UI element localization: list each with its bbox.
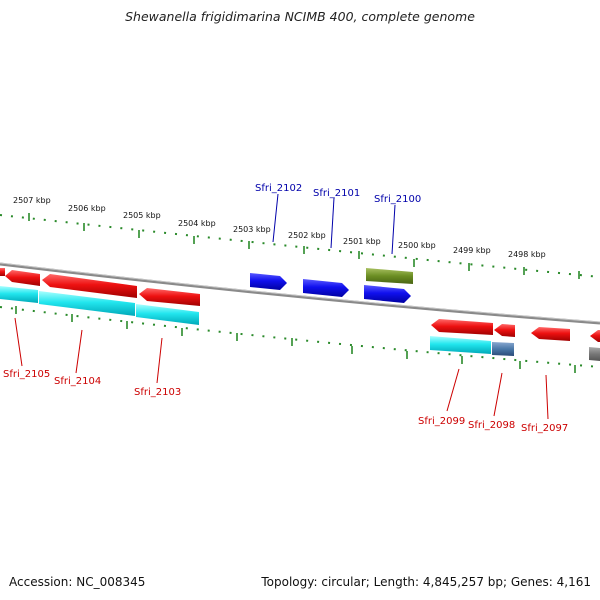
gene-label-sfri-2105[interactable]: Sfri_2105 [3, 369, 50, 380]
tick-label: 2505 kbp [123, 211, 161, 220]
cds-sfri-2106 [0, 268, 5, 276]
outer-tick-track [0, 214, 600, 278]
connector-sfri-2104 [75, 329, 83, 374]
gene-label-sfri-2101[interactable]: Sfri_2101 [313, 188, 360, 199]
gene-label-sfri-2097[interactable]: Sfri_2097 [521, 423, 568, 434]
inner-tick-track [0, 306, 600, 368]
gene-sfri-2099 [430, 336, 491, 354]
gene-label-sfri-2103[interactable]: Sfri_2103 [134, 387, 181, 398]
tick-label: 2499 kbp [453, 246, 491, 255]
cds-sfri-2100 [364, 285, 411, 303]
tick-label: 2507 kbp [13, 196, 51, 205]
cds-sfri-2098 [494, 324, 515, 337]
cds-sfri-2104 [42, 274, 137, 298]
connector-sfri-2101 [330, 197, 335, 249]
gene-label-sfri-2098[interactable]: Sfri_2098 [468, 420, 515, 431]
connector-sfri-2097 [545, 374, 549, 420]
gene-label-sfri-2104[interactable]: Sfri_2104 [54, 376, 101, 387]
genome-backbone-highlight [0, 262, 600, 323]
genome-backbone [0, 262, 600, 325]
gene-track-features[interactable] [0, 286, 600, 361]
outer-major-ticks [28, 213, 580, 279]
cds-sfri-2099 [431, 319, 493, 335]
inner-major-ticks [15, 306, 576, 373]
topology-label: Topology: circular; Length: 4,845,257 bp… [261, 575, 591, 589]
tick-label: 2498 kbp [508, 250, 546, 259]
connector-sfri-2100 [391, 204, 396, 255]
accession-label: Accession: NC_008345 [9, 575, 146, 589]
gene-label-sfri-2099[interactable]: Sfri_2099 [418, 416, 465, 427]
tick-label: 2501 kbp [343, 237, 381, 246]
connector-sfri-2102 [272, 193, 279, 243]
connector-sfri-2098 [493, 372, 503, 417]
tick-label: 2500 kbp [398, 241, 436, 250]
label-connectors [14, 193, 549, 420]
connector-sfri-2105 [14, 317, 23, 367]
connector-sfri-2103 [156, 337, 163, 384]
tick-label: 2504 kbp [178, 219, 216, 228]
cds-sfri-2103 [139, 288, 200, 306]
cds-sfri-2101 [303, 279, 349, 297]
gene-sfri-2096 [589, 347, 600, 361]
gene-sfri-2105 [0, 286, 38, 303]
cds-sfri-2105 [5, 270, 40, 286]
gene-sfri-2103 [136, 304, 199, 325]
cds-sfri-2097 [531, 327, 570, 341]
rna-feature[interactable] [366, 268, 413, 284]
gene-label-sfri-2100[interactable]: Sfri_2100 [374, 194, 421, 205]
reverse-cds-features[interactable] [0, 268, 600, 342]
cds-sfri-2102 [250, 273, 287, 290]
tick-label: 2503 kbp [233, 225, 271, 234]
tick-label: 2502 kbp [288, 231, 326, 240]
map-title: Shewanella frigidimarina NCIMB 400, comp… [125, 9, 475, 24]
gene-sfri-2098 [492, 342, 514, 356]
connector-sfri-2099 [446, 368, 460, 412]
forward-cds-features[interactable] [250, 273, 411, 303]
cds-sfri-2096 [590, 330, 600, 342]
gene-sfri-2104 [39, 291, 135, 316]
tick-label: 2506 kbp [68, 204, 106, 213]
gene-label-sfri-2102[interactable]: Sfri_2102 [255, 183, 302, 194]
